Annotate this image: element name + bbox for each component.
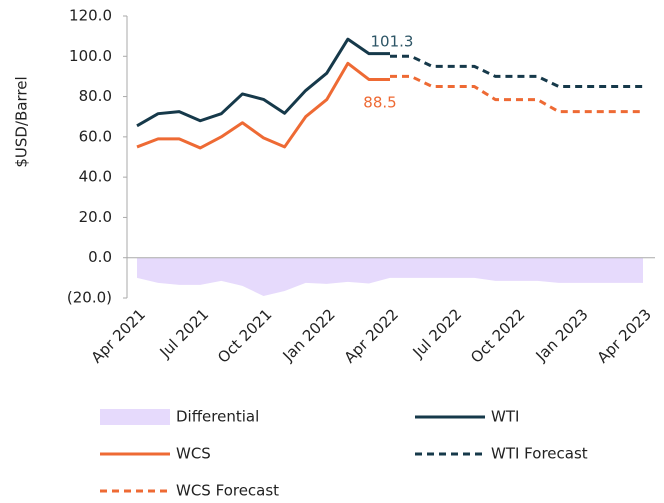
annotation: 88.5 <box>363 94 396 112</box>
legend-label: WCS Forecast <box>176 482 279 500</box>
x-tick-label: Apr 2021 <box>88 305 149 366</box>
x-tick-label: Apr 2023 <box>594 305 655 366</box>
y-tick-label: 120.0 <box>69 7 112 25</box>
series-line <box>390 74 643 114</box>
series-line <box>136 37 390 128</box>
series-line <box>136 61 390 150</box>
annotation: 101.3 <box>371 33 414 51</box>
y-tick-label: 20.0 <box>79 208 112 226</box>
differential-area <box>137 257 643 296</box>
y-axis-label: $USD/Barrel <box>13 76 31 167</box>
x-tick-label: Oct 2021 <box>214 305 275 366</box>
x-tick-label: Jul 2021 <box>156 305 213 362</box>
series-line <box>390 54 643 88</box>
y-tick-label: 100.0 <box>69 47 112 65</box>
legend-label: WCS <box>176 445 211 463</box>
y-tick-label: 60.0 <box>79 127 112 145</box>
y-tick-label: 0.0 <box>88 248 112 266</box>
legend-label: WTI <box>491 408 519 426</box>
legend-label: Differential <box>176 408 259 426</box>
legend-swatch <box>100 409 170 425</box>
x-tick-label: Oct 2022 <box>467 305 528 366</box>
x-tick-label: Apr 2022 <box>341 305 402 366</box>
legend-label: WTI Forecast <box>491 445 588 463</box>
x-tick-label: Jan 2022 <box>279 305 339 365</box>
y-tick-label: 80.0 <box>79 87 112 105</box>
y-tick-label: 40.0 <box>79 168 112 186</box>
x-tick-label: Jul 2022 <box>409 305 466 362</box>
x-tick-label: Jan 2023 <box>532 305 592 365</box>
y-tick-label: (20.0) <box>67 289 112 307</box>
